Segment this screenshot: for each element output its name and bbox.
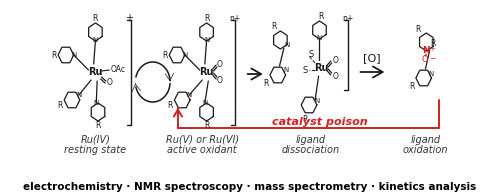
Text: resting state: resting state xyxy=(64,145,126,155)
Text: n+: n+ xyxy=(342,14,354,23)
Text: R: R xyxy=(57,101,62,110)
Text: [O]: [O] xyxy=(363,53,380,63)
Text: active oxidant: active oxidant xyxy=(168,145,237,155)
Text: R: R xyxy=(204,122,210,131)
Text: Ru(IV): Ru(IV) xyxy=(80,135,110,145)
Text: O: O xyxy=(422,54,428,64)
Text: ligand: ligand xyxy=(296,135,326,145)
Text: +: + xyxy=(126,13,134,23)
Text: R: R xyxy=(92,14,98,23)
Text: ligand: ligand xyxy=(410,135,440,145)
Text: O: O xyxy=(216,60,222,68)
Text: R: R xyxy=(51,51,57,60)
Text: N: N xyxy=(76,92,82,98)
Text: O: O xyxy=(216,75,222,84)
Text: N: N xyxy=(202,100,207,106)
Text: O: O xyxy=(332,55,338,64)
Text: S: S xyxy=(308,50,314,58)
Text: R: R xyxy=(302,114,308,123)
Text: OAc: OAc xyxy=(110,64,125,74)
Text: N: N xyxy=(71,52,76,58)
Text: R: R xyxy=(415,24,420,34)
Text: N: N xyxy=(186,92,192,98)
Text: N: N xyxy=(428,71,434,77)
Text: R: R xyxy=(271,22,276,31)
Text: O: O xyxy=(332,72,338,81)
Text: N: N xyxy=(317,35,322,41)
Text: R: R xyxy=(409,82,414,91)
Text: Ru(V) or Ru(VI): Ru(V) or Ru(VI) xyxy=(166,135,239,145)
Text: S: S xyxy=(303,65,308,74)
Text: Ru: Ru xyxy=(200,67,214,77)
Text: R: R xyxy=(168,101,173,110)
Text: N: N xyxy=(422,45,430,54)
Text: oxidation: oxidation xyxy=(402,145,448,155)
Text: N: N xyxy=(314,98,320,104)
Text: R: R xyxy=(96,122,100,131)
Text: O: O xyxy=(106,77,112,86)
Text: N: N xyxy=(94,100,99,106)
Text: R: R xyxy=(318,12,324,21)
Text: −: − xyxy=(429,54,436,64)
Text: dissociation: dissociation xyxy=(282,145,340,155)
Text: +: + xyxy=(430,46,436,52)
Text: R: R xyxy=(204,14,210,23)
Text: catalyst poison: catalyst poison xyxy=(272,117,368,127)
Text: n+: n+ xyxy=(230,14,241,23)
Text: R: R xyxy=(162,51,168,60)
Text: Ru: Ru xyxy=(88,67,102,77)
Text: N: N xyxy=(182,52,188,58)
Text: N: N xyxy=(283,67,288,73)
Text: Ru: Ru xyxy=(314,63,328,73)
Text: R: R xyxy=(430,38,436,47)
Text: N: N xyxy=(204,37,209,43)
Text: R: R xyxy=(263,79,268,87)
Text: N: N xyxy=(93,37,98,43)
Text: N: N xyxy=(284,42,290,48)
Text: electrochemistry · NMR spectroscopy · mass spectrometry · kinetics analysis: electrochemistry · NMR spectroscopy · ma… xyxy=(24,182,476,192)
